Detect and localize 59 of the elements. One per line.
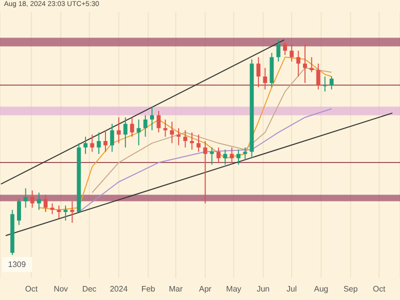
x-tick-label: Mar — [168, 284, 183, 294]
x-tick-label: Oct — [25, 284, 38, 294]
candlestick — [203, 140, 208, 204]
x-tick-label: Jun — [256, 284, 270, 294]
candlestick — [316, 63, 320, 90]
candlestick — [123, 116, 128, 148]
candlestick — [210, 146, 214, 166]
candlestick — [30, 190, 34, 208]
x-tick-label: Dec — [82, 284, 96, 294]
candlestick — [150, 106, 154, 131]
x-tick-label: May — [226, 284, 242, 294]
x-tick-label: Jul — [286, 284, 298, 294]
text: 1309 — [2, 257, 32, 272]
x-tick-label: Oct — [372, 284, 386, 294]
candlestick — [130, 116, 134, 138]
candlestick — [243, 146, 248, 161]
candlestick — [96, 132, 101, 154]
candlestick — [302, 44, 307, 84]
candlestick — [103, 130, 108, 152]
candlestick — [236, 149, 240, 166]
candlestick — [223, 149, 228, 166]
candlestick — [190, 132, 194, 150]
candlestick — [290, 44, 294, 62]
candlestick — [36, 192, 41, 210]
candlestick — [116, 116, 121, 144]
candlestick — [196, 134, 201, 152]
candlestick — [322, 76, 327, 92]
candlestick — [170, 121, 174, 144]
candlestick — [283, 42, 288, 56]
candlestick — [136, 119, 141, 146]
candlestick — [44, 194, 48, 212]
candlestick — [84, 136, 88, 154]
candlestick — [263, 67, 268, 90]
candlestick — [17, 198, 21, 226]
candlestick — [110, 123, 114, 152]
candlestick — [330, 76, 334, 90]
x-tick-label: Feb — [141, 284, 156, 294]
x-tick-label: Nov — [54, 284, 68, 294]
candlestick — [276, 39, 280, 62]
candlestick — [256, 56, 260, 88]
candlestick — [24, 188, 28, 208]
x-tick-label: 2024 — [110, 284, 128, 294]
x-tick-label: Aug — [314, 284, 328, 294]
candlestick — [163, 119, 168, 138]
candlestick — [50, 202, 54, 215]
candlestick — [296, 50, 300, 78]
candlestick — [230, 146, 234, 164]
candlestick — [310, 56, 314, 73]
candlestick — [70, 200, 74, 224]
candlestick — [156, 110, 161, 133]
candlestick — [143, 114, 148, 138]
x-tick-label: Apr — [199, 284, 212, 294]
candlestick — [56, 205, 61, 219]
candlestick — [64, 205, 68, 222]
candlestick — [90, 134, 94, 152]
candlestick — [216, 146, 221, 164]
candlestick — [183, 130, 188, 148]
x-tick-label: Sep — [343, 284, 358, 294]
candlestick — [176, 128, 181, 146]
